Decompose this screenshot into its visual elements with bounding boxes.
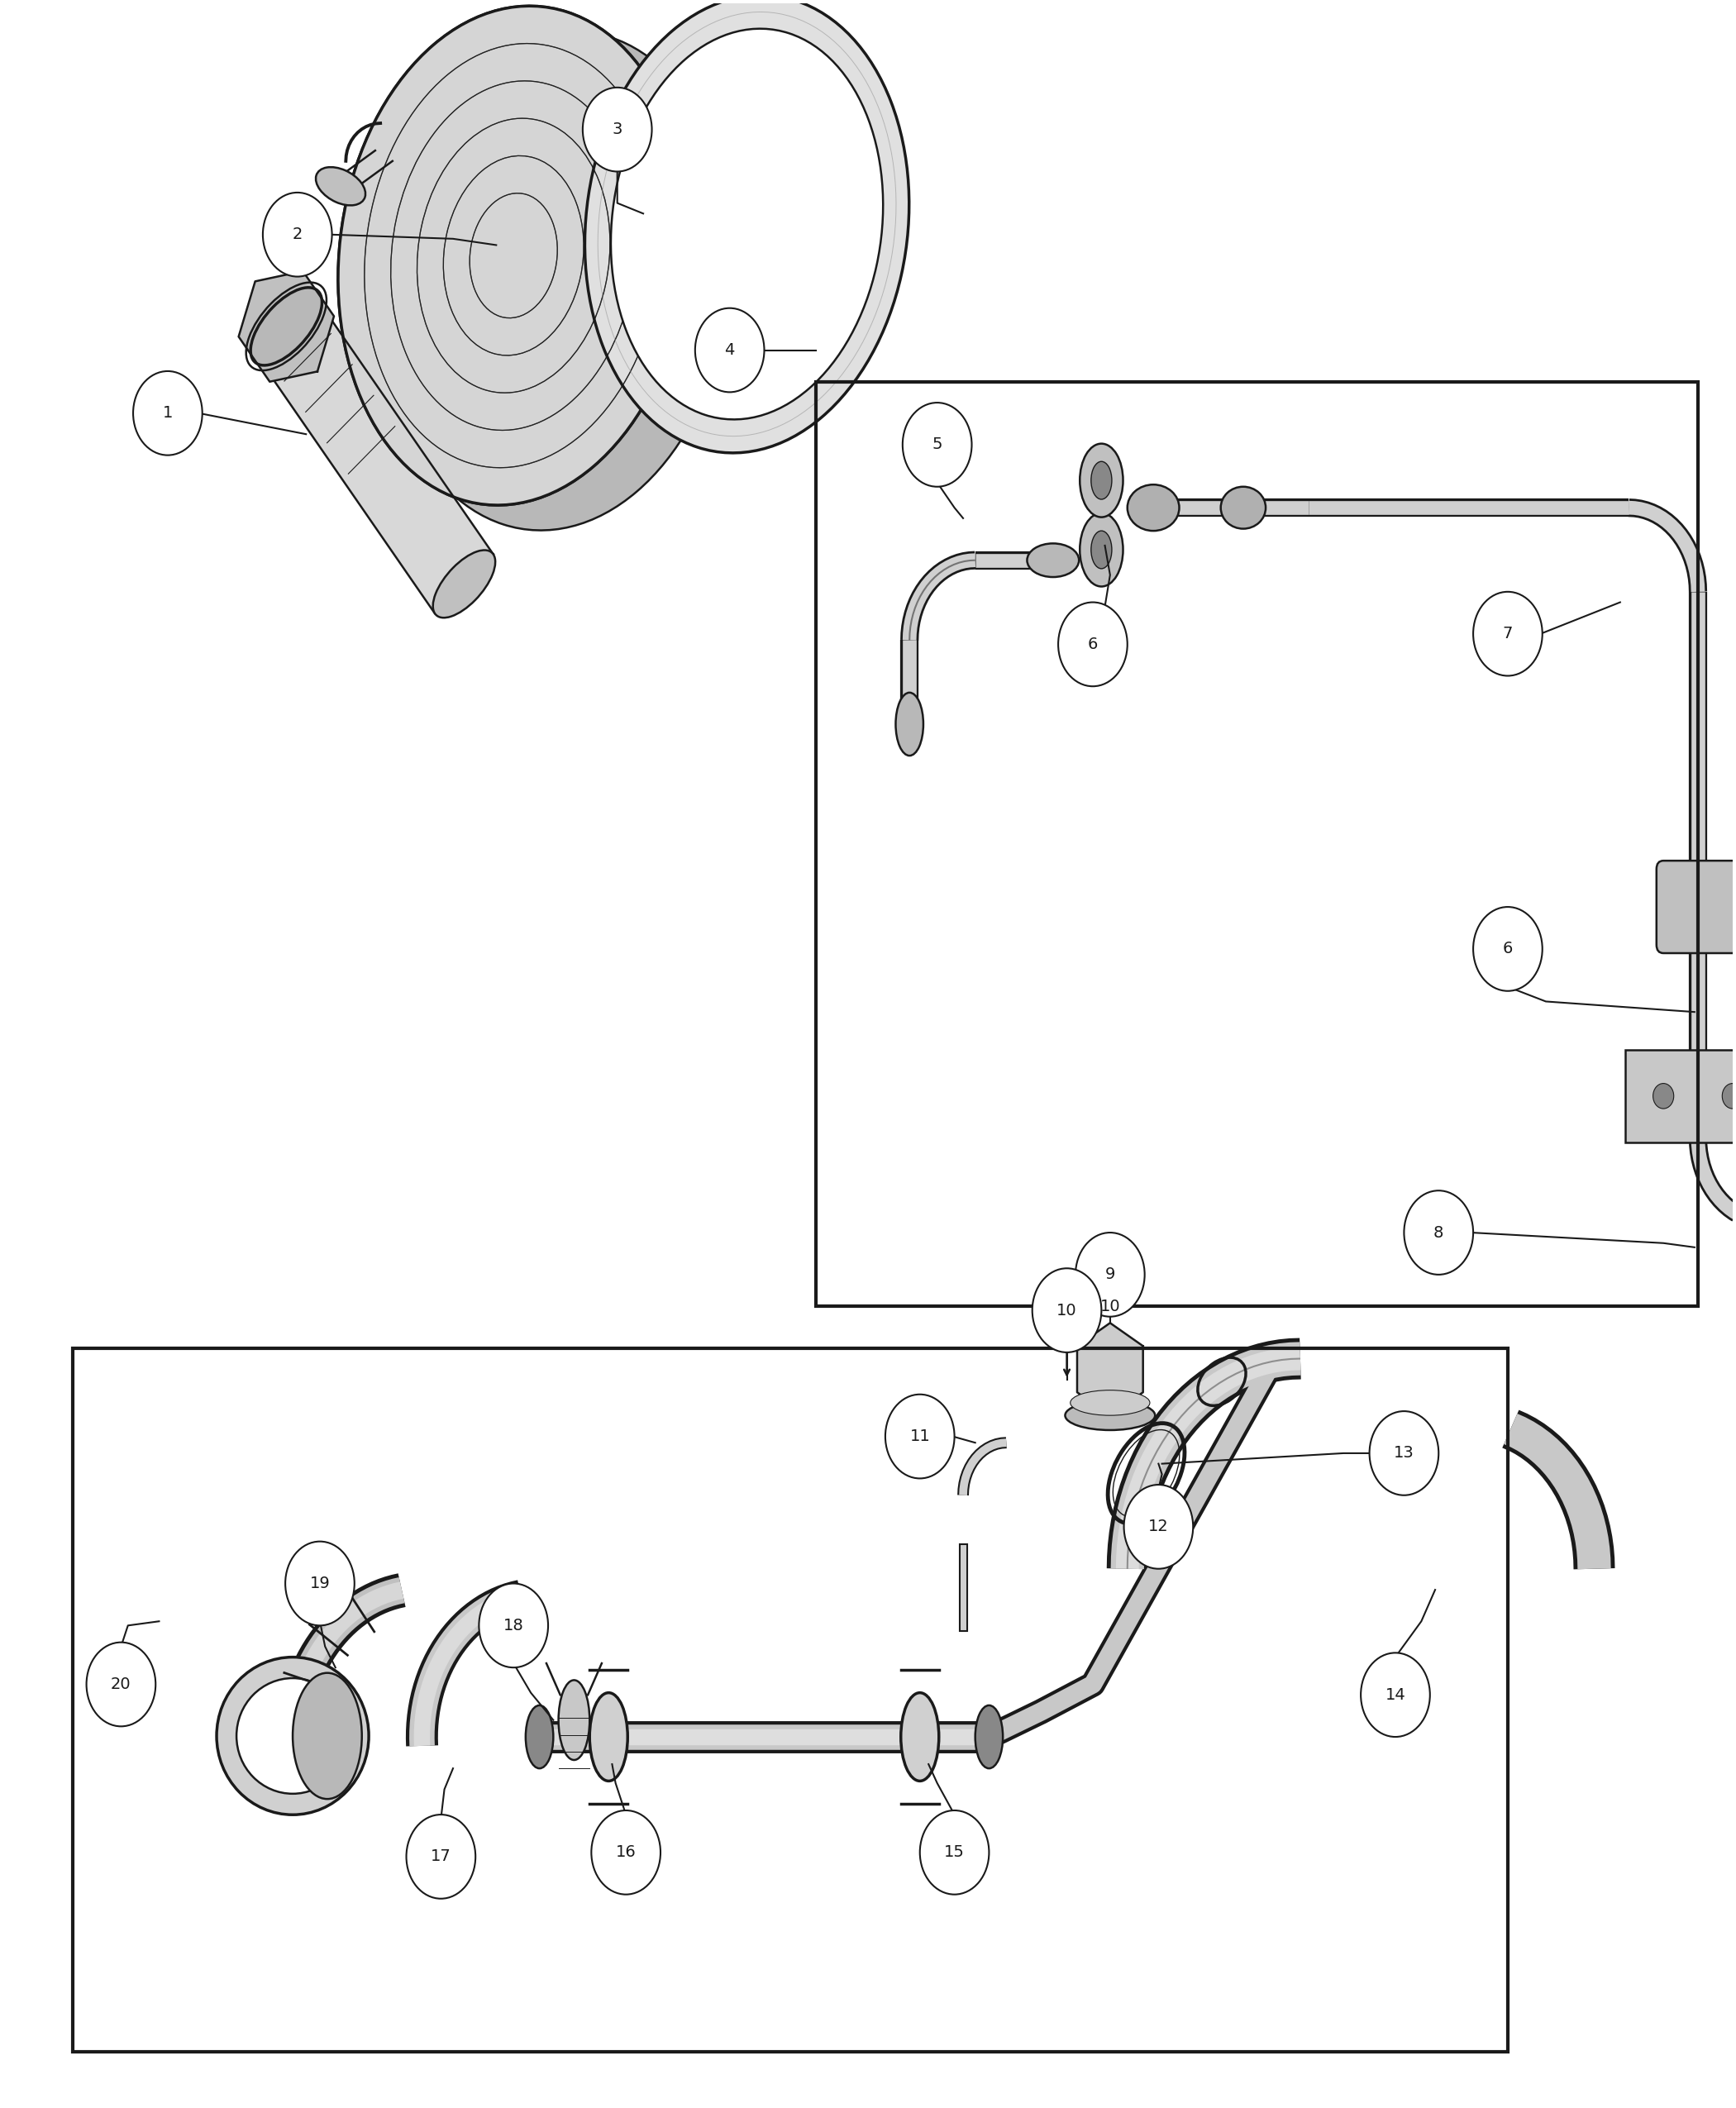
Circle shape — [1404, 1191, 1474, 1275]
Circle shape — [87, 1642, 156, 1726]
Bar — [816, 382, 1698, 1307]
Ellipse shape — [1080, 512, 1123, 586]
Polygon shape — [257, 297, 493, 613]
Circle shape — [262, 192, 332, 276]
Ellipse shape — [976, 1705, 1003, 1769]
Circle shape — [1653, 1084, 1674, 1109]
Text: 1: 1 — [163, 405, 174, 422]
Ellipse shape — [293, 1674, 361, 1798]
Text: 5: 5 — [932, 436, 943, 453]
Text: 3: 3 — [613, 122, 623, 137]
Text: 17: 17 — [431, 1849, 451, 1863]
Text: 13: 13 — [1394, 1446, 1415, 1461]
Polygon shape — [1076, 1324, 1142, 1414]
Ellipse shape — [1220, 487, 1266, 529]
Circle shape — [1474, 592, 1542, 677]
FancyBboxPatch shape — [1625, 1050, 1736, 1143]
Ellipse shape — [1066, 1400, 1154, 1429]
Ellipse shape — [1080, 443, 1123, 516]
Ellipse shape — [250, 287, 321, 365]
Text: 2: 2 — [292, 228, 302, 242]
Text: 15: 15 — [944, 1844, 965, 1859]
Ellipse shape — [236, 1678, 349, 1794]
Circle shape — [1361, 1653, 1430, 1737]
Text: 8: 8 — [1434, 1225, 1444, 1240]
Ellipse shape — [590, 1693, 628, 1781]
Text: 12: 12 — [1147, 1520, 1168, 1535]
Ellipse shape — [432, 550, 495, 618]
Ellipse shape — [1090, 531, 1111, 569]
Ellipse shape — [1090, 462, 1111, 500]
Circle shape — [885, 1393, 955, 1478]
Circle shape — [406, 1815, 476, 1899]
Circle shape — [592, 1811, 660, 1895]
Ellipse shape — [585, 0, 910, 453]
Ellipse shape — [896, 694, 924, 755]
Text: 6: 6 — [1088, 637, 1097, 651]
Circle shape — [1474, 906, 1542, 991]
Ellipse shape — [339, 6, 689, 506]
Circle shape — [134, 371, 203, 455]
Text: 10: 10 — [1057, 1303, 1076, 1318]
Circle shape — [479, 1583, 549, 1667]
Polygon shape — [238, 272, 333, 382]
Text: 19: 19 — [309, 1575, 330, 1592]
FancyBboxPatch shape — [1656, 860, 1736, 953]
Ellipse shape — [611, 30, 884, 419]
Ellipse shape — [1028, 544, 1080, 578]
Bar — [73, 1349, 1509, 2051]
Circle shape — [903, 403, 972, 487]
Circle shape — [694, 308, 764, 392]
Circle shape — [1370, 1410, 1439, 1495]
Ellipse shape — [901, 1693, 939, 1781]
Circle shape — [583, 89, 651, 171]
Circle shape — [1123, 1484, 1193, 1568]
Ellipse shape — [217, 1657, 368, 1815]
Text: 10: 10 — [1101, 1299, 1120, 1313]
Ellipse shape — [559, 1680, 590, 1760]
Text: 4: 4 — [724, 341, 734, 358]
Ellipse shape — [1071, 1389, 1149, 1414]
Ellipse shape — [1127, 485, 1179, 531]
Text: 20: 20 — [111, 1676, 132, 1693]
Text: 11: 11 — [910, 1429, 930, 1444]
Circle shape — [1033, 1269, 1101, 1353]
Ellipse shape — [316, 167, 366, 204]
Ellipse shape — [526, 1705, 554, 1769]
Text: 9: 9 — [1104, 1267, 1115, 1282]
Text: 18: 18 — [503, 1617, 524, 1634]
Circle shape — [1076, 1233, 1144, 1318]
Text: 7: 7 — [1503, 626, 1512, 641]
Ellipse shape — [339, 6, 689, 506]
Text: 6: 6 — [1503, 940, 1512, 957]
Text: 14: 14 — [1385, 1686, 1406, 1703]
Text: 16: 16 — [616, 1844, 635, 1859]
Circle shape — [1722, 1084, 1736, 1109]
Ellipse shape — [382, 32, 733, 531]
Circle shape — [285, 1541, 354, 1625]
Circle shape — [1059, 603, 1127, 687]
Circle shape — [920, 1811, 990, 1895]
